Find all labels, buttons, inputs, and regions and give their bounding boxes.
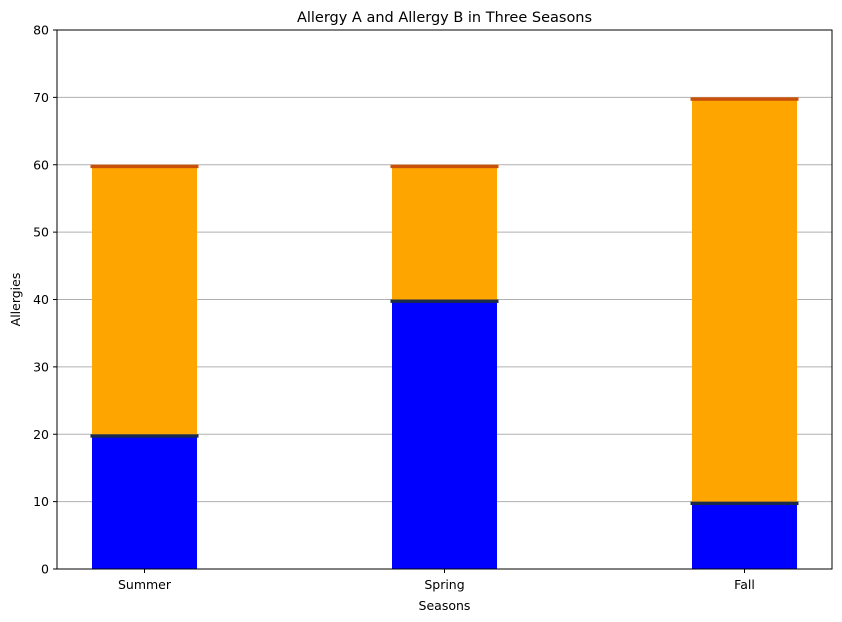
- bar-edge-spring-series-2: [390, 164, 499, 169]
- bars: [90, 97, 799, 569]
- y-axis-label: Allergies: [8, 273, 23, 327]
- y-tick-label-10: 10: [33, 494, 49, 509]
- y-tick-label-40: 40: [33, 292, 49, 307]
- bar-edge-fall-series-1: [690, 501, 799, 506]
- axes: 0 10 20 30 40 50 60 70 80 Summer Spring Fall: [33, 23, 833, 592]
- bar-spring-series-2: [392, 164, 497, 300]
- chart-title: Allergy A and Allergy B in Three Seasons: [297, 10, 592, 26]
- bar-summer-series-1: [92, 434, 197, 569]
- bar-fall-series-2: [692, 97, 797, 502]
- bar-edge-summer-series-2: [90, 164, 199, 169]
- y-tick-label-50: 50: [33, 225, 49, 240]
- bar-summer-series-2: [92, 164, 197, 435]
- y-tick-label-60: 60: [33, 157, 49, 172]
- x-tick-label-fall: Fall: [734, 577, 755, 592]
- bar-edge-summer-series-1: [90, 434, 199, 438]
- x-axis-label: Seasons: [419, 598, 471, 613]
- y-tick-label-0: 0: [41, 562, 49, 577]
- bar-spring-series-1: [392, 299, 497, 569]
- bar-edge-fall-series-2: [690, 97, 799, 101]
- x-tick-label-summer: Summer: [118, 577, 172, 592]
- y-tick-label-70: 70: [33, 90, 49, 105]
- bar-fall-series-1: [692, 501, 797, 569]
- y-tick-label-80: 80: [33, 23, 49, 38]
- x-tick-label-spring: Spring: [424, 577, 464, 592]
- y-tick-label-30: 30: [33, 359, 49, 374]
- bar-edge-spring-series-1: [390, 299, 499, 303]
- y-tick-label-20: 20: [33, 427, 49, 442]
